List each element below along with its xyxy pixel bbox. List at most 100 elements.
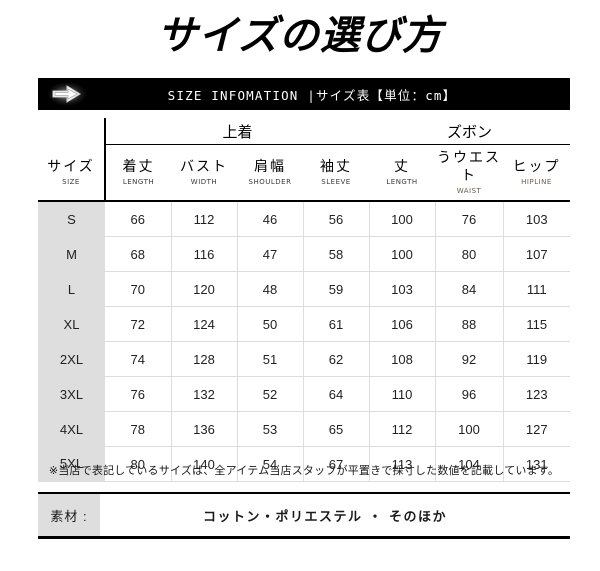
cell-waist: 104 bbox=[435, 446, 504, 482]
column-header-length-top-en: LENGTH bbox=[122, 178, 155, 187]
cell-hipline: 107 bbox=[503, 236, 571, 272]
table-row: 2XL 74 128 51 62 108 92 119 bbox=[38, 341, 571, 377]
cell-bust: 132 bbox=[171, 376, 238, 412]
size-table: 上着 ズボン サイズ SIZE 着丈 LENGTH バスト WIDTH 肩 bbox=[38, 118, 571, 482]
cell-sleeve: 62 bbox=[303, 341, 370, 377]
column-header-waist: うウエスト WAIST bbox=[435, 144, 504, 202]
group-header-blank bbox=[38, 118, 106, 145]
cell-sleeve: 64 bbox=[303, 376, 370, 412]
group-header-pants: ズボン bbox=[369, 118, 571, 145]
arrow-right-icon bbox=[38, 78, 96, 110]
cell-shoulder: 54 bbox=[237, 446, 304, 482]
cell-shoulder: 48 bbox=[237, 271, 304, 307]
cell-length-pants: 110 bbox=[369, 376, 436, 412]
column-header-length-pants-en: LENGTH bbox=[386, 178, 418, 187]
cell-length-top: 66 bbox=[105, 201, 172, 237]
cell-length-pants: 113 bbox=[369, 446, 436, 482]
cell-waist: 80 bbox=[435, 236, 504, 272]
row-size-label: L bbox=[38, 271, 105, 307]
cell-length-top: 72 bbox=[105, 306, 172, 342]
cell-shoulder: 53 bbox=[237, 411, 304, 447]
material-row: 素材 : コットン・ポリエステル ・ そのほか bbox=[38, 492, 570, 539]
cell-sleeve: 56 bbox=[303, 201, 370, 237]
cell-bust: 116 bbox=[171, 236, 238, 272]
column-header-shoulder-jp: 肩幅 bbox=[254, 157, 286, 174]
column-header-shoulder-en: SHOULDER bbox=[248, 178, 292, 187]
cell-length-top: 68 bbox=[105, 236, 172, 272]
column-header-hipline: ヒップ HIPLINE bbox=[503, 144, 571, 202]
row-size-label: S bbox=[38, 201, 105, 237]
row-size-label: 2XL bbox=[38, 341, 105, 377]
cell-length-pants: 106 bbox=[369, 306, 436, 342]
cell-sleeve: 58 bbox=[303, 236, 370, 272]
column-header-sleeve: 袖丈 SLEEVE bbox=[303, 144, 370, 202]
cell-shoulder: 51 bbox=[237, 341, 304, 377]
cell-sleeve: 65 bbox=[303, 411, 370, 447]
cell-waist: 76 bbox=[435, 201, 504, 237]
cell-sleeve: 59 bbox=[303, 271, 370, 307]
material-label: 素材 : bbox=[38, 494, 100, 536]
column-header-waist-jp: うウエスト bbox=[437, 149, 502, 183]
cell-bust: 128 bbox=[171, 341, 238, 377]
size-table-container: 上着 ズボン サイズ SIZE 着丈 LENGTH バスト WIDTH 肩 bbox=[38, 118, 571, 482]
row-size-label: 4XL bbox=[38, 411, 105, 447]
cell-waist: 96 bbox=[435, 376, 504, 412]
table-row: S 66 112 46 56 100 76 103 bbox=[38, 201, 571, 237]
column-header-row: サイズ SIZE 着丈 LENGTH バスト WIDTH 肩幅 SHOULDER… bbox=[38, 144, 571, 202]
group-header-row: 上着 ズボン bbox=[38, 118, 571, 145]
cell-hipline: 103 bbox=[503, 201, 571, 237]
cell-hipline: 115 bbox=[503, 306, 571, 342]
cell-waist: 88 bbox=[435, 306, 504, 342]
cell-waist: 100 bbox=[435, 411, 504, 447]
cell-waist: 84 bbox=[435, 271, 504, 307]
page-title: サイズの選び方 bbox=[157, 13, 443, 59]
cell-shoulder: 46 bbox=[237, 201, 304, 237]
cell-shoulder: 52 bbox=[237, 376, 304, 412]
banner-text: SIZE INFOMATION |サイズ表【単位：cm】 bbox=[167, 87, 457, 103]
cell-bust: 112 bbox=[171, 201, 238, 237]
cell-length-pants: 100 bbox=[369, 201, 436, 237]
table-row: XL 72 124 50 61 106 88 115 bbox=[38, 306, 571, 342]
row-size-label: M bbox=[38, 236, 105, 272]
cell-length-top: 76 bbox=[105, 376, 172, 412]
cell-bust: 136 bbox=[171, 411, 238, 447]
table-row: M 68 116 47 58 100 80 107 bbox=[38, 236, 571, 272]
row-size-label: XL bbox=[38, 306, 105, 342]
table-row: L 70 120 48 59 103 84 111 bbox=[38, 271, 571, 307]
cell-length-pants: 100 bbox=[369, 236, 436, 272]
group-header-tops: 上着 bbox=[105, 118, 370, 145]
column-header-sleeve-jp: 袖丈 bbox=[320, 157, 352, 174]
cell-bust: 140 bbox=[171, 446, 238, 482]
cell-hipline: 131 bbox=[503, 446, 571, 482]
cell-hipline: 119 bbox=[503, 341, 571, 377]
cell-shoulder: 47 bbox=[237, 236, 304, 272]
column-header-length-top: 着丈 LENGTH bbox=[105, 144, 171, 202]
cell-length-pants: 103 bbox=[369, 271, 436, 307]
size-information-banner: SIZE INFOMATION |サイズ表【単位：cm】 bbox=[38, 78, 570, 110]
column-header-sleeve-en: SLEEVE bbox=[321, 178, 351, 187]
cell-length-pants: 112 bbox=[369, 411, 436, 447]
table-row: 5XL 80 140 54 67 113 104 131 bbox=[38, 446, 571, 482]
cell-length-top: 70 bbox=[105, 271, 172, 307]
column-header-size-en: SIZE bbox=[62, 178, 80, 186]
column-header-hipline-en: HIPLINE bbox=[521, 178, 552, 187]
cell-length-pants: 108 bbox=[369, 341, 436, 377]
cell-bust: 124 bbox=[171, 306, 238, 342]
cell-bust: 120 bbox=[171, 271, 238, 307]
table-row: 4XL 78 136 53 65 112 100 127 bbox=[38, 411, 571, 447]
material-value: コットン・ポリエステル ・ そのほか bbox=[202, 509, 448, 525]
column-header-size: サイズ SIZE bbox=[38, 144, 106, 202]
row-size-label: 3XL bbox=[38, 376, 105, 412]
column-header-bust-en: WIDTH bbox=[190, 178, 218, 187]
cell-waist: 92 bbox=[435, 341, 504, 377]
cell-length-top: 74 bbox=[105, 341, 172, 377]
cell-length-top: 80 bbox=[105, 446, 172, 482]
measurement-note: ※当店で表記しているサイズは、全アイテム当店スタッフが平置きで採寸した数値を記載… bbox=[48, 465, 560, 477]
cell-length-top: 78 bbox=[105, 411, 172, 447]
column-header-hipline-jp: ヒップ bbox=[512, 157, 561, 174]
column-header-length-top-jp: 着丈 bbox=[122, 157, 155, 174]
column-header-waist-en: WAIST bbox=[456, 187, 482, 195]
column-header-length-pants: 丈 LENGTH bbox=[369, 144, 436, 202]
row-size-label: 5XL bbox=[38, 446, 105, 482]
column-header-length-pants-jp: 丈 bbox=[394, 157, 411, 174]
